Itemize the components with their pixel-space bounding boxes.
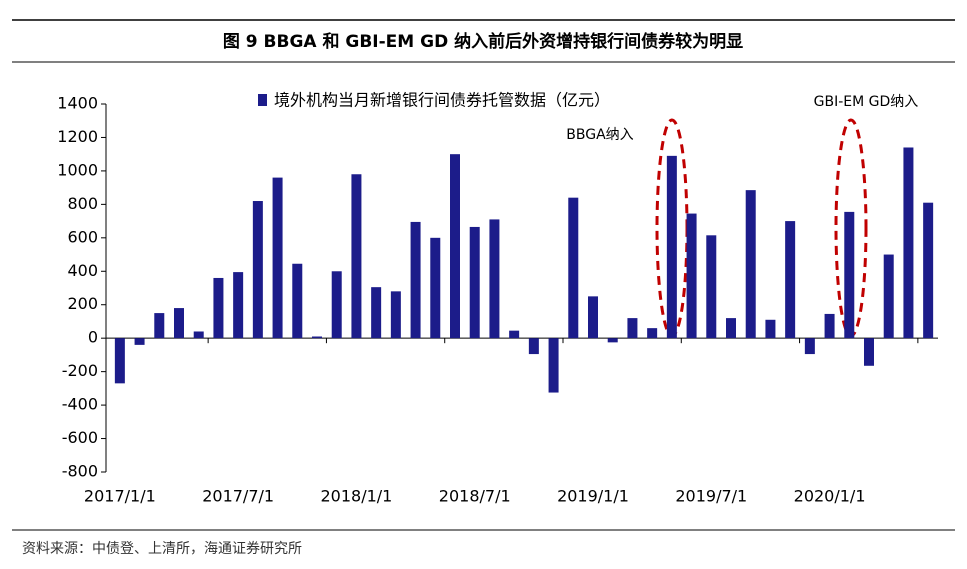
bar bbox=[627, 318, 638, 339]
bar bbox=[666, 155, 677, 339]
x-tick-label: 2018/1/1 bbox=[320, 487, 392, 506]
y-tick-label: -600 bbox=[62, 428, 98, 447]
bar bbox=[193, 331, 204, 339]
bar bbox=[765, 319, 776, 339]
bar bbox=[824, 313, 835, 339]
bar bbox=[114, 338, 125, 384]
y-tick-label: 200 bbox=[67, 294, 98, 313]
annotation: BBGA纳入 bbox=[566, 127, 633, 143]
bar bbox=[450, 154, 460, 339]
bar bbox=[410, 221, 421, 339]
bar bbox=[213, 277, 224, 339]
bar bbox=[903, 147, 914, 339]
bar bbox=[864, 338, 874, 366]
bar bbox=[726, 318, 736, 339]
bar bbox=[883, 254, 894, 339]
bar bbox=[154, 313, 165, 339]
annotation: GBI-EM GD纳入 bbox=[814, 94, 919, 110]
bar bbox=[351, 174, 362, 339]
x-tick-label: 2019/7/1 bbox=[675, 487, 747, 506]
bar bbox=[568, 197, 579, 339]
bar bbox=[785, 221, 796, 339]
bar bbox=[430, 237, 441, 339]
y-tick-label: 800 bbox=[67, 194, 98, 213]
bar bbox=[528, 338, 539, 355]
y-tick-label: 0 bbox=[88, 328, 98, 347]
bar bbox=[509, 330, 520, 339]
bar bbox=[312, 336, 322, 339]
x-tick-label: 2018/7/1 bbox=[439, 487, 511, 506]
bar bbox=[174, 308, 184, 339]
chart-title: 图 9 BBGA 和 GBI-EM GD 纳入前后外资增持银行间债券较为明显 bbox=[223, 31, 743, 52]
bar bbox=[844, 211, 855, 339]
bar bbox=[607, 338, 618, 343]
y-tick-label: -200 bbox=[62, 361, 98, 380]
bar bbox=[469, 226, 480, 339]
y-tick-label: -400 bbox=[62, 395, 98, 414]
bar bbox=[923, 202, 934, 339]
legend-label: 境外机构当月新增银行间债券托管数据（亿元） bbox=[274, 91, 610, 110]
bar bbox=[390, 291, 401, 339]
y-tick-label: -800 bbox=[62, 462, 98, 481]
x-tick-label: 2017/7/1 bbox=[202, 487, 274, 506]
y-tick-label: 1200 bbox=[57, 127, 98, 146]
source: 资料来源：中债登、上清所，海通证券研究所 bbox=[22, 541, 302, 557]
bar bbox=[686, 213, 697, 339]
y-tick-label: 600 bbox=[67, 227, 98, 246]
bar bbox=[331, 271, 342, 339]
bar bbox=[745, 190, 756, 339]
x-tick-label: 2019/1/1 bbox=[557, 487, 629, 506]
legend-swatch bbox=[258, 94, 267, 106]
bar bbox=[706, 235, 717, 339]
bar bbox=[647, 328, 658, 339]
bar bbox=[252, 201, 263, 339]
bar bbox=[548, 338, 559, 393]
y-tick-label: 1400 bbox=[57, 94, 98, 113]
bar bbox=[134, 338, 145, 345]
bar bbox=[588, 296, 598, 339]
bar bbox=[233, 272, 244, 339]
bar bbox=[292, 263, 303, 339]
bar bbox=[272, 177, 283, 339]
bar bbox=[371, 287, 382, 339]
x-tick-label: 2020/1/1 bbox=[794, 487, 866, 506]
bar bbox=[804, 338, 815, 355]
bar bbox=[489, 219, 500, 339]
x-tick-label: 2017/1/1 bbox=[84, 487, 156, 506]
y-tick-label: 1000 bbox=[57, 160, 98, 179]
y-tick-label: 400 bbox=[67, 261, 98, 280]
